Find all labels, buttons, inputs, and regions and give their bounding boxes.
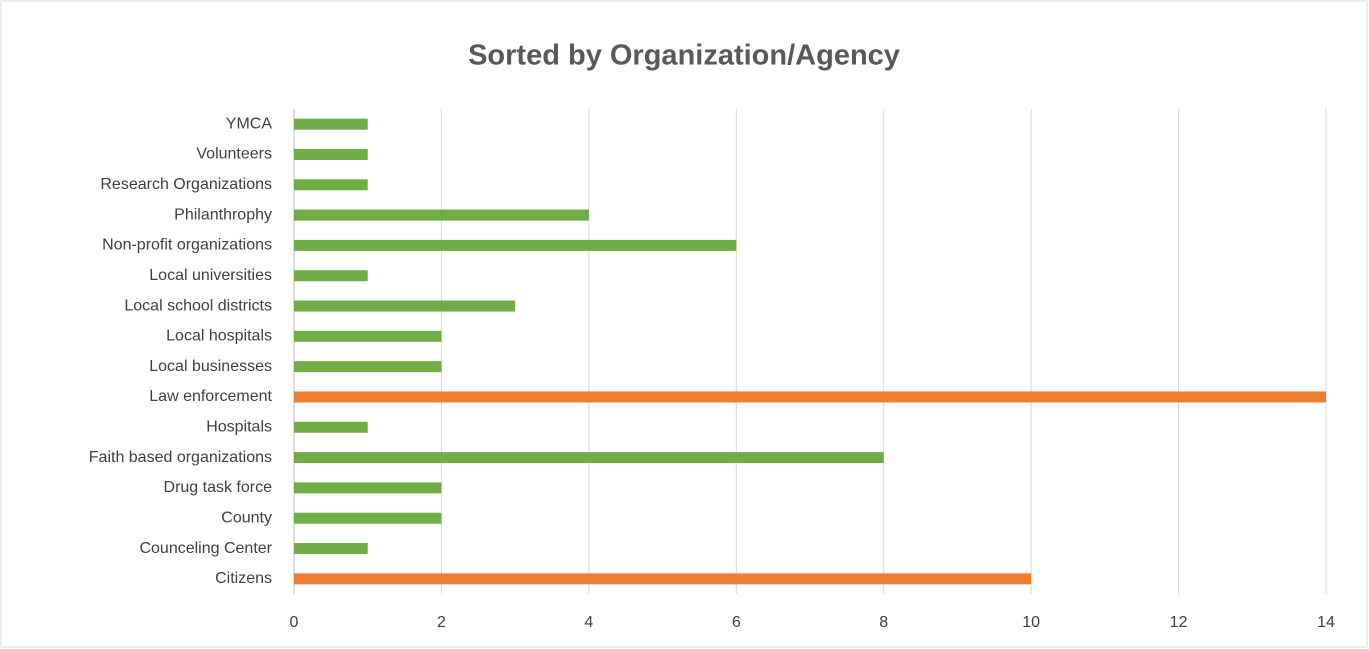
bar [294,330,442,342]
chart-title: Sorted by Organization/Agency [468,40,900,72]
y-tick-label: Non-profit organizations [102,237,272,254]
bar [294,179,368,191]
y-tick-label: Research Organizations [100,176,272,193]
bar [294,118,368,130]
bar [294,361,442,373]
x-tick-label: 2 [437,614,446,631]
bar [294,573,1032,585]
y-tick-label: Local businesses [149,358,272,375]
bar [294,300,516,312]
y-tick-label: Law enforcement [149,388,272,405]
y-tick-label: Drug task force [164,479,273,496]
y-tick-label: YMCA [226,115,273,132]
y-tick-label: Local school districts [124,297,272,314]
y-tick-label: Local universities [149,267,272,284]
x-tick-label: 4 [584,614,593,631]
x-tick-label: 14 [1317,614,1335,631]
x-tick-label: 8 [879,614,888,631]
y-tick-label: County [221,509,272,526]
x-tick-label: 6 [732,614,741,631]
bar [294,421,368,433]
y-tick-label: Volunteers [196,146,272,163]
x-tick-label: 10 [1022,614,1040,631]
bar [294,270,368,282]
x-tick-label: 0 [290,614,299,631]
bar [294,148,368,160]
bar [294,482,442,494]
bar [294,512,442,524]
y-tick-label: Faith based organizations [89,449,272,466]
x-tick-label: 12 [1170,614,1188,631]
y-tick-label: Hospitals [206,419,272,436]
y-tick-label: Philanthrophy [174,206,272,223]
y-tick-label: Counceling Center [139,540,272,557]
bar [294,452,884,464]
bar [294,543,368,555]
bar [294,239,737,251]
bar [294,391,1326,403]
y-tick-label: Local hospitals [166,328,272,345]
bar [294,209,589,221]
y-tick-label: Citizens [215,570,272,587]
